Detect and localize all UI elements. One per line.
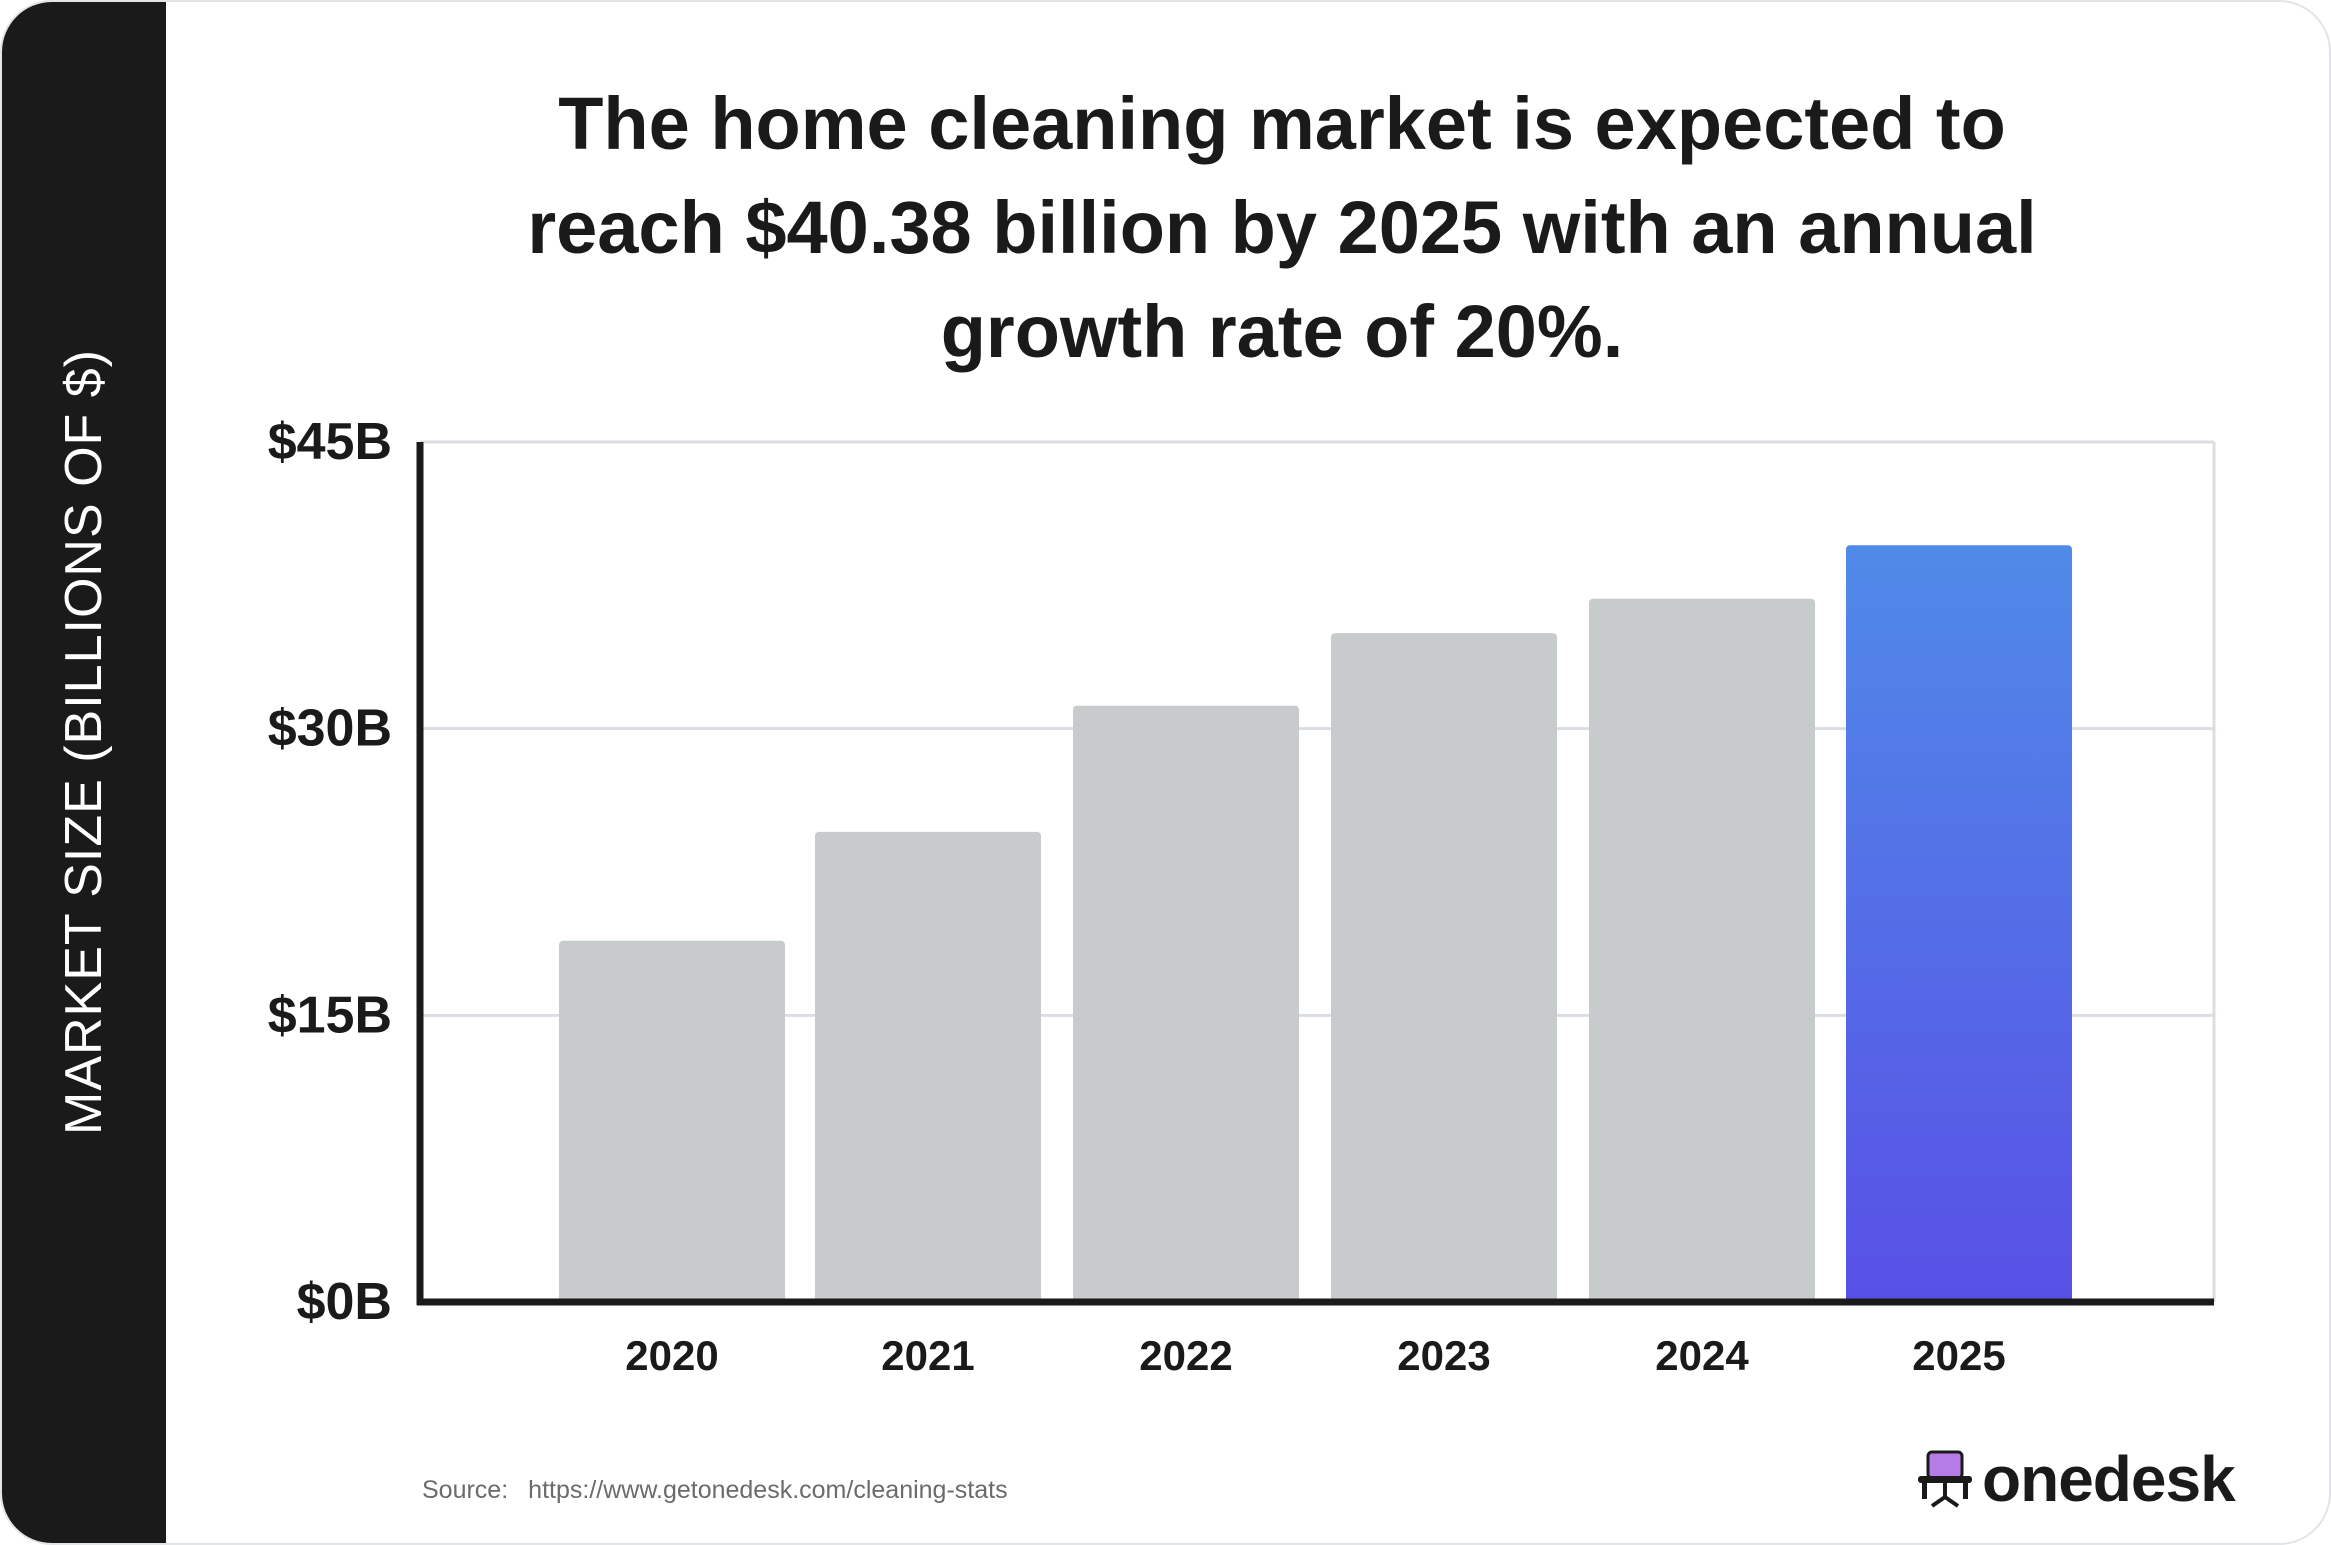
- y-tick-label: $15B: [268, 986, 392, 1044]
- x-tick-label: 2023: [1397, 1332, 1490, 1379]
- y-tick-label: $45B: [268, 413, 392, 471]
- chart-title: The home cleaning market is expected to …: [527, 82, 2037, 373]
- bar: [1073, 705, 1299, 1302]
- source-line: Source: https://www.getonedesk.com/cleani…: [422, 1476, 1008, 1505]
- y-tick-label: $0B: [297, 1273, 392, 1331]
- bar: [1331, 633, 1557, 1302]
- source-url[interactable]: https://www.getonedesk.com/cleaning-stat…: [528, 1476, 1008, 1504]
- x-tick-label: 2024: [1655, 1332, 1749, 1379]
- x-tick-label: 2022: [1139, 1332, 1232, 1379]
- y-tick-label: $30B: [268, 700, 392, 758]
- brand-name: onedesk: [1982, 1443, 2236, 1515]
- bar: [1589, 598, 1815, 1302]
- bar: [559, 940, 785, 1302]
- side-band: MARKET SIZE (BILLIONS OF $): [2, 2, 166, 1543]
- x-tick-label: 2025: [1912, 1332, 2005, 1379]
- office-chair-icon: [1918, 1450, 1972, 1508]
- brand-logo[interactable]: onedesk: [1914, 1442, 2236, 1516]
- bar: [815, 831, 1041, 1302]
- x-tick-label: 2020: [625, 1332, 718, 1379]
- bar-highlight: [1846, 545, 2072, 1302]
- source-label: Source:: [422, 1476, 509, 1504]
- x-tick-label: 2021: [881, 1332, 974, 1379]
